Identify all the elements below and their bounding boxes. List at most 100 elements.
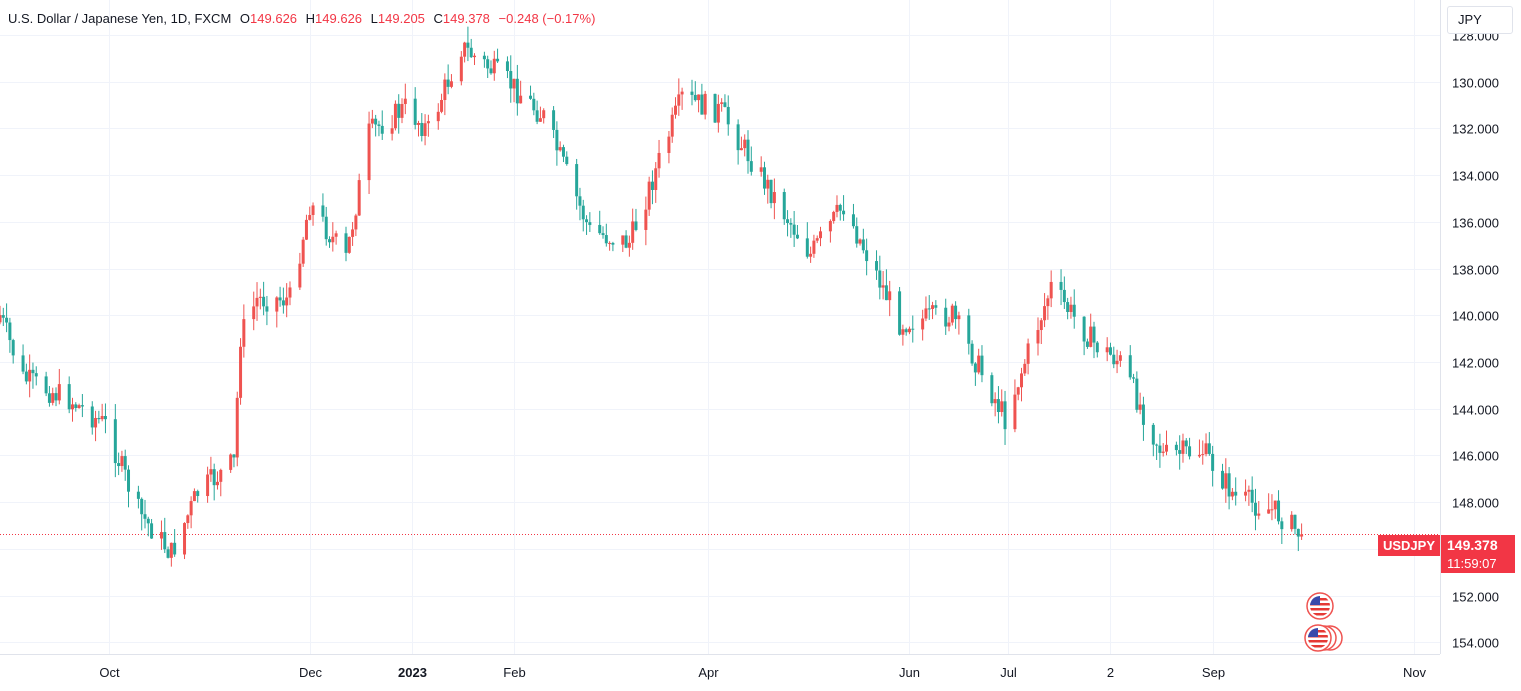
candle <box>196 489 200 503</box>
candle <box>693 81 697 102</box>
candle <box>789 218 793 238</box>
candle <box>657 139 661 178</box>
price-tick-label: 134.000 <box>1452 169 1499 184</box>
candle <box>1290 511 1294 532</box>
candle <box>677 78 681 116</box>
candle <box>70 397 74 422</box>
candle <box>242 304 246 358</box>
candle <box>1059 269 1063 306</box>
candle <box>621 235 625 253</box>
candle <box>77 403 81 409</box>
candle <box>838 203 842 221</box>
candle <box>74 402 78 412</box>
currency-button[interactable]: JPY <box>1447 6 1513 34</box>
candle <box>911 315 915 343</box>
symbol-legend: U.S. Dollar / Japanese Yen, 1D, FXCM O14… <box>8 11 595 26</box>
candle <box>1211 445 1215 487</box>
candle <box>215 471 219 490</box>
candle <box>232 454 236 468</box>
candle <box>1270 494 1274 521</box>
candle <box>944 298 948 335</box>
candle <box>769 179 773 209</box>
candle <box>469 38 473 58</box>
candle <box>308 206 312 221</box>
candle <box>496 48 500 63</box>
candle <box>1188 437 1192 460</box>
candle <box>1049 270 1053 308</box>
candle <box>1155 443 1159 461</box>
candle <box>1181 433 1185 463</box>
candle <box>713 93 717 123</box>
price-tick-label: 130.000 <box>1452 76 1499 91</box>
candle <box>647 176 651 216</box>
candle <box>31 362 35 389</box>
candle <box>726 95 730 136</box>
candle <box>1257 501 1261 520</box>
time-tick-label: Jun <box>899 665 920 680</box>
candles <box>0 26 1304 567</box>
candle <box>239 338 243 405</box>
candle <box>11 338 15 364</box>
candle <box>1221 463 1225 490</box>
candle <box>815 235 819 244</box>
close-label: C <box>433 11 443 26</box>
candle <box>739 136 743 151</box>
candle <box>924 296 928 322</box>
candle <box>1 307 5 327</box>
candle <box>881 271 885 300</box>
candle <box>380 110 384 140</box>
candle <box>575 158 579 210</box>
candle <box>8 317 12 353</box>
us-flag-events-group-icon[interactable] <box>1304 624 1343 652</box>
candle <box>901 324 905 346</box>
candle <box>535 100 539 125</box>
time-tick-label: Feb <box>503 665 525 680</box>
time-axis[interactable]: Oct Dec 2023 Feb Apr Jun Jul 2 Sep Nov <box>99 665 1426 680</box>
candle <box>934 300 938 315</box>
candle <box>993 392 997 417</box>
symbol-price-label: USDJPY <box>1378 535 1440 556</box>
price-tick-label: 132.000 <box>1452 122 1499 137</box>
candle <box>328 236 332 248</box>
candle <box>601 226 605 239</box>
candle <box>324 206 328 246</box>
candle <box>1234 477 1238 506</box>
candle <box>5 303 9 333</box>
candle <box>736 119 740 165</box>
candle <box>1244 479 1248 502</box>
candle <box>127 465 131 508</box>
candle <box>512 78 516 103</box>
us-flag-event-icon[interactable] <box>1306 592 1334 620</box>
candle <box>1247 485 1251 506</box>
candle <box>505 56 509 79</box>
candle <box>759 156 763 177</box>
candle <box>627 235 631 257</box>
candle <box>278 286 282 307</box>
candle <box>977 348 981 375</box>
candle <box>1072 289 1076 329</box>
candle <box>1092 321 1096 359</box>
candle <box>700 83 704 115</box>
candle <box>123 449 127 481</box>
candle <box>54 387 58 407</box>
symbol-name[interactable]: U.S. Dollar / Japanese Yen, 1D, FXCM <box>8 11 232 26</box>
candle <box>489 60 493 75</box>
candle <box>51 387 55 406</box>
price-tick-label: 148.000 <box>1452 496 1499 511</box>
candle <box>888 280 892 317</box>
candle <box>670 107 674 143</box>
candle <box>1023 359 1027 376</box>
candle <box>749 146 753 176</box>
open-label: O <box>239 11 251 26</box>
candle <box>515 64 519 116</box>
candle <box>420 113 424 142</box>
candle <box>24 363 28 385</box>
candle <box>832 210 836 224</box>
candle <box>519 80 523 104</box>
candle <box>855 217 859 248</box>
candle <box>1267 493 1271 514</box>
candle <box>1204 433 1208 457</box>
candle <box>1108 342 1112 356</box>
candle <box>486 55 490 79</box>
